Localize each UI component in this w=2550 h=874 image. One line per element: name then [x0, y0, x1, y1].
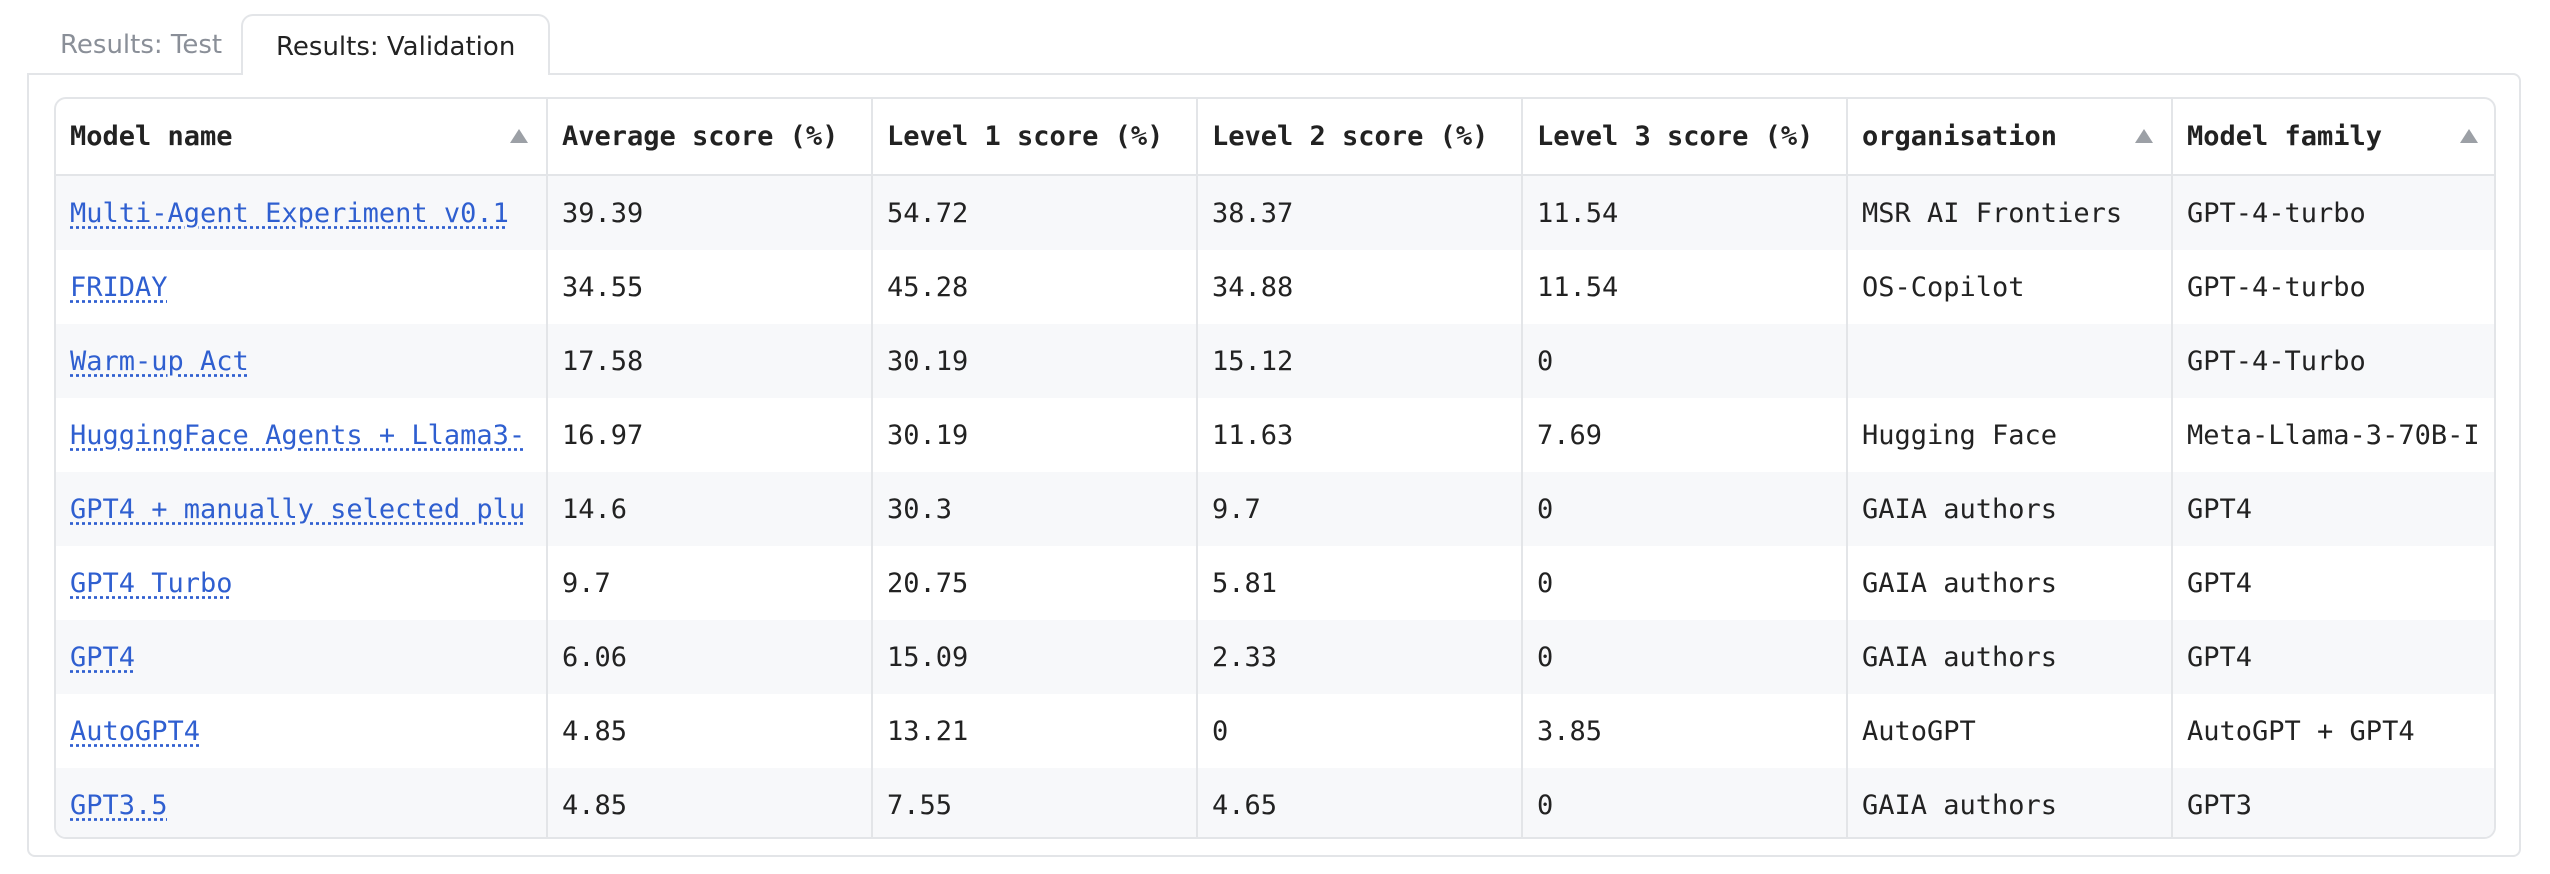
column-header[interactable]: Level 3 score (%): [1522, 99, 1848, 176]
header-row: Model name Average score (%) Level 1 score…: [56, 99, 2494, 176]
table-cell: GAIA authors: [1847, 546, 2173, 620]
table-wrapper: Model name Average score (%) Level 1 score…: [54, 97, 2496, 839]
table-cell: 3.85: [1522, 694, 1848, 768]
table-cell: Meta-Llama-3-70B-I: [2187, 419, 2480, 451]
model-link[interactable]: GPT4: [70, 641, 136, 673]
table-cell: GPT4: [56, 620, 548, 694]
table-cell: GPT3.5: [56, 768, 548, 837]
results-table: Model name Average score (%) Level 1 score…: [56, 99, 2494, 837]
table-row: GPT4 6.06 15.09 2.33 0 GAIA authors GPT4: [56, 620, 2494, 694]
table-cell: GAIA authors: [1847, 472, 2173, 546]
table-cell: 0: [1522, 620, 1848, 694]
table-cell: AutoGPT: [1847, 694, 2173, 768]
table-cell: GPT4: [2187, 567, 2253, 599]
model-link[interactable]: GPT3.5: [70, 789, 168, 821]
column-header[interactable]: Model family: [2172, 99, 2494, 176]
model-link[interactable]: HuggingFace Agents + Llama3-: [70, 419, 526, 451]
table-row: GPT4 Turbo 9.7 20.75 5.81 0 GAIA authors GPT4: [56, 546, 2494, 620]
model-link[interactable]: AutoGPT4: [70, 715, 201, 747]
table-cell: 16.97: [547, 398, 873, 472]
table-cell: 6.06: [547, 620, 873, 694]
table-cell: 17.58: [547, 324, 873, 398]
table-cell: 30.19: [872, 324, 1198, 398]
table-row: Warm-up Act 17.58 30.19 15.12 0 GPT-4-Turbo: [56, 324, 2494, 398]
table-cell: 0: [1197, 694, 1523, 768]
table-cell: 4.85: [547, 694, 873, 768]
sort-arrow[interactable]: [2135, 129, 2153, 143]
table-cell: OS-Copilot: [1847, 250, 2173, 324]
table-cell: GPT4: [2172, 472, 2494, 546]
model-link[interactable]: Multi-Agent Experiment v0.1: [70, 197, 509, 229]
table-cell: 38.37: [1197, 175, 1523, 250]
tab[interactable]: Results: Test: [60, 30, 223, 60]
table-cell: 0: [1522, 324, 1848, 398]
table-cell: 15.12: [1197, 324, 1523, 398]
table-cell: 14.6: [547, 472, 873, 546]
table-cell: 7.69: [1522, 398, 1848, 472]
table-cell: 4.65: [1197, 768, 1523, 837]
table-cell: 54.72: [872, 175, 1198, 250]
column-header[interactable]: organisation: [1847, 99, 2173, 176]
table-cell: GPT3: [2172, 768, 2494, 837]
table-cell: GPT-4-turbo: [2187, 271, 2366, 303]
table-cell: MSR AI Frontiers: [1847, 175, 2173, 250]
table-row: GPT4 + manually selected plu 14.6 30.3 9.7 0…: [56, 472, 2494, 546]
table-cell: 0: [1522, 472, 1848, 546]
table-cell: GAIA authors: [1847, 768, 2173, 837]
table-cell: [1847, 324, 2173, 398]
table-cell: 30.19: [872, 398, 1198, 472]
table-row: GPT3.5 4.85 7.55 4.65 0 GAIA authors GPT3: [56, 768, 2494, 837]
table-cell: GPT4 Turbo: [56, 546, 548, 620]
table-cell: 0: [1522, 546, 1848, 620]
table-row: HuggingFace Agents + Llama3- 16.97 30.19 11…: [56, 398, 2494, 472]
model-link[interactable]: FRIDAY: [70, 271, 168, 303]
table-cell: 11.54: [1522, 175, 1848, 250]
column-header[interactable]: Average score (%): [547, 99, 873, 176]
table-cell: HuggingFace Agents + Llama3-: [56, 398, 548, 472]
table-cell: AutoGPT4: [56, 694, 548, 768]
table-cell: Hugging Face: [1847, 398, 2173, 472]
table-cell: 9.7: [1197, 472, 1523, 546]
model-link[interactable]: GPT4 Turbo: [70, 567, 233, 599]
table-cell: 39.39: [547, 175, 873, 250]
table-cell: GPT4 + manually selected plu: [56, 472, 548, 546]
table-cell: 20.75: [872, 546, 1198, 620]
table-cell: 45.28: [872, 250, 1198, 324]
sort-arrow[interactable]: [2460, 129, 2478, 143]
table-cell: 34.55: [547, 250, 873, 324]
column-header[interactable]: Model name: [56, 99, 548, 176]
table-cell: AutoGPT + GPT4: [2187, 715, 2415, 747]
table-cell: Multi-Agent Experiment v0.1: [56, 175, 548, 250]
table-cell: 30.3: [872, 472, 1198, 546]
results-panel: Model name Average score (%) Level 1 score…: [27, 73, 2521, 857]
table-row: AutoGPT4 4.85 13.21 0 3.85 AutoGPT AutoGPT + G…: [56, 694, 2494, 768]
column-header[interactable]: Level 2 score (%): [1197, 99, 1523, 176]
model-link[interactable]: GPT4 + manually selected plu: [70, 493, 526, 525]
table-cell: 0: [1522, 768, 1848, 837]
table-cell: 4.85: [547, 768, 873, 837]
table-cell: GPT-4-Turbo: [2172, 324, 2494, 398]
table-cell: 7.55: [872, 768, 1198, 837]
table-cell: 13.21: [872, 694, 1198, 768]
table-cell: GPT-4-turbo: [2172, 175, 2494, 250]
column-header[interactable]: Level 1 score (%): [872, 99, 1198, 176]
model-link[interactable]: Warm-up Act: [70, 345, 249, 377]
table-cell: 15.09: [872, 620, 1198, 694]
table-cell: GAIA authors: [1847, 620, 2173, 694]
table-cell: Warm-up Act: [56, 324, 548, 398]
table-cell: 5.81: [1197, 546, 1523, 620]
table-cell: 11.63: [1197, 398, 1523, 472]
table-cell: 11.54: [1522, 250, 1848, 324]
table-cell: 9.7: [547, 546, 873, 620]
table-cell: FRIDAY: [56, 250, 548, 324]
table-row: Multi-Agent Experiment v0.1 39.39 54.72 38.…: [56, 175, 2494, 250]
table-row: FRIDAY 34.55 45.28 34.88 11.54 OS-Copilot GPT-…: [56, 250, 2494, 324]
table-cell: GPT4: [2172, 620, 2494, 694]
table-cell: 34.88: [1197, 250, 1523, 324]
tab[interactable]: Results: Validation: [241, 14, 551, 75]
table-cell: 2.33: [1197, 620, 1523, 694]
sort-arrow[interactable]: [510, 129, 528, 143]
